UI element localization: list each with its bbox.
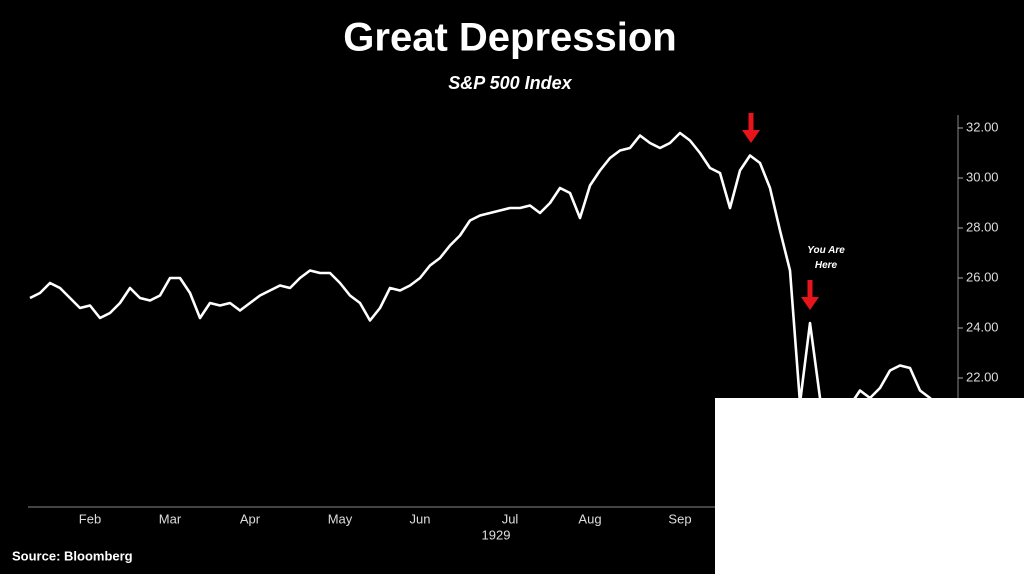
y-tick-label: 24.00 xyxy=(966,319,999,334)
x-tick-label: Mar xyxy=(159,511,182,526)
x-tick-label: Apr xyxy=(240,511,261,526)
y-tick-label: 26.00 xyxy=(966,269,999,284)
x-tick-label: Jul xyxy=(502,511,519,526)
overlay-box xyxy=(715,398,1024,574)
y-tick-label: 22.00 xyxy=(966,369,999,384)
line xyxy=(29,131,941,417)
annotation: You Are Here xyxy=(807,245,845,271)
x-axis-label: 1929 xyxy=(482,527,511,542)
arrow-shaft xyxy=(748,113,754,131)
x-tick-label: Sep xyxy=(668,511,691,526)
arrow-head xyxy=(742,130,760,143)
x-tick-label: May xyxy=(328,511,353,526)
y-tick-label: 32.00 xyxy=(966,119,999,134)
y-tick-label: 30.00 xyxy=(966,169,999,184)
plot: 22.00 24.00 26.00 28.00 30.00 32.00 Feb Mar Apr M… xyxy=(29,113,999,526)
x-tick-label: Feb xyxy=(79,511,101,526)
x-tick-label: Aug xyxy=(578,511,601,526)
arrow xyxy=(801,280,819,310)
arrow xyxy=(742,113,760,143)
y-tick-label: 28.00 xyxy=(966,219,999,234)
x-tick-label: Jun xyxy=(410,511,431,526)
chart-title: Great Depression xyxy=(343,16,676,60)
chart-subtitle: S&P 500 Index xyxy=(448,73,572,93)
arrow-shaft xyxy=(807,280,813,298)
source: Source: Bloomberg xyxy=(12,548,133,563)
arrow-head xyxy=(801,297,819,310)
